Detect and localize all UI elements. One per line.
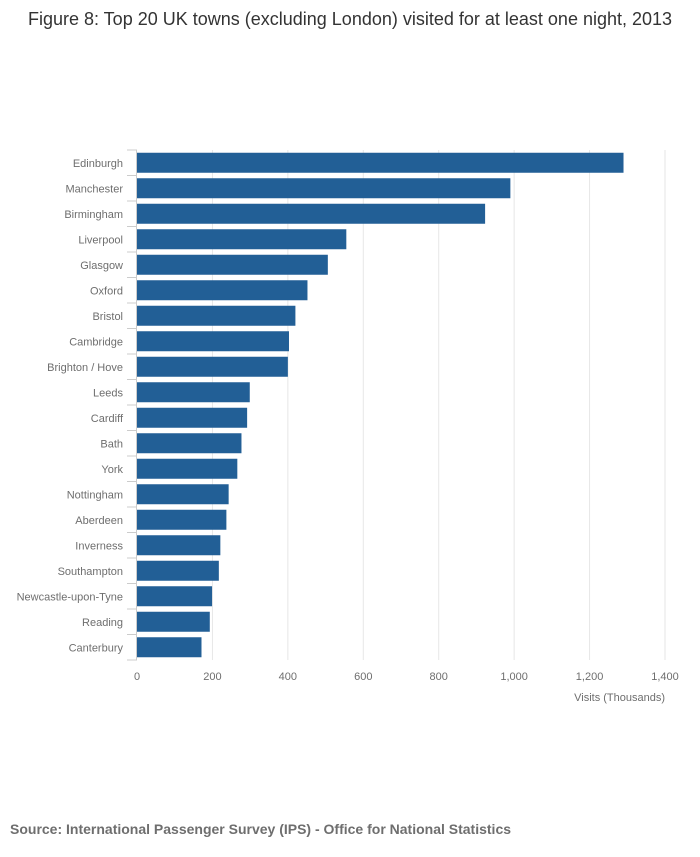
x-tick-label: 1,400 <box>651 671 679 683</box>
category-label: Newcastle-upon-Tyne <box>17 591 123 603</box>
chart-title: Figure 8: Top 20 UK towns (excluding Lon… <box>27 9 673 29</box>
category-label: Oxford <box>90 285 123 297</box>
category-label: Bath <box>100 438 123 450</box>
bar <box>137 484 229 505</box>
category-label: Manchester <box>66 183 124 195</box>
bar <box>137 509 227 530</box>
grid-lines <box>127 149 666 661</box>
x-tick-label: 400 <box>279 671 297 683</box>
category-label: Leeds <box>93 387 123 399</box>
category-label: Reading <box>82 617 123 629</box>
bar <box>137 458 238 479</box>
bar <box>137 178 511 199</box>
x-axis-title: Visits (Thousands) <box>574 692 665 704</box>
x-tick-label: 200 <box>203 671 221 683</box>
category-label: Liverpool <box>78 234 123 246</box>
bar <box>137 254 328 275</box>
bar <box>137 229 347 250</box>
category-label: Cambridge <box>69 336 123 348</box>
category-label: Cardiff <box>91 413 124 425</box>
bars <box>137 152 624 658</box>
bar <box>137 433 242 454</box>
category-label: Edinburgh <box>73 158 123 170</box>
category-labels: Edinburgh Manchester Birmingham Liverpool Gl… <box>17 158 124 655</box>
category-label: Bristol <box>92 311 123 323</box>
bar <box>137 331 289 352</box>
category-label: Canterbury <box>69 642 124 654</box>
category-label: Glasgow <box>80 260 123 272</box>
bar <box>137 586 213 607</box>
x-tick-labels: 0 200 400 600 800 1,000 1,200 1,400 <box>134 671 679 683</box>
x-tick-label: 1,200 <box>576 671 604 683</box>
category-label: Southampton <box>58 566 123 578</box>
bar <box>137 305 296 326</box>
category-label: Nottingham <box>67 489 123 501</box>
bar <box>137 637 202 658</box>
bar <box>137 611 210 632</box>
bar <box>137 407 248 428</box>
x-tick-label: 600 <box>354 671 372 683</box>
bar <box>137 280 308 301</box>
x-tick-label: 800 <box>430 671 448 683</box>
x-tick-label: 1,000 <box>500 671 528 683</box>
category-label: Brighton / Hove <box>47 362 123 374</box>
bar <box>137 535 221 556</box>
bar <box>137 152 624 173</box>
category-label: Aberdeen <box>75 515 123 527</box>
category-label: Inverness <box>75 540 123 552</box>
category-label: York <box>101 464 123 476</box>
source-note: Source: International Passenger Survey (… <box>10 821 512 837</box>
bar <box>137 560 219 581</box>
bar <box>137 382 250 403</box>
bar <box>137 203 486 224</box>
category-label: Birmingham <box>64 209 123 221</box>
x-tick-label: 0 <box>134 671 140 683</box>
bar <box>137 356 288 377</box>
